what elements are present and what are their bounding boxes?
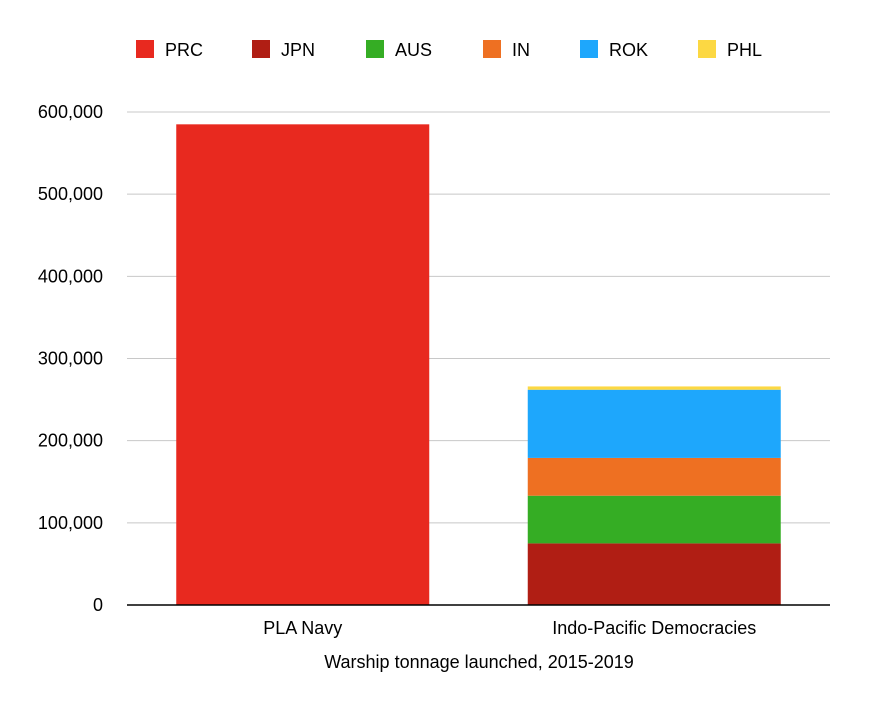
y-tick-label: 600,000	[38, 102, 103, 122]
legend-swatch	[580, 40, 598, 58]
legend-swatch	[483, 40, 501, 58]
x-tick-label: PLA Navy	[263, 618, 342, 638]
y-tick-label: 200,000	[38, 431, 103, 451]
bar-segment-jpn	[527, 543, 781, 605]
legend-swatch	[136, 40, 154, 58]
y-axis-tick-labels: 0 100,000 200,000 300,000 400,000 500,000 600,…	[38, 102, 103, 615]
legend-swatch	[252, 40, 270, 58]
y-tick-label: 300,000	[38, 349, 103, 369]
legend-swatch	[366, 40, 384, 58]
legend-label: IN	[512, 40, 530, 60]
bar-segment-phl	[527, 386, 781, 390]
bar-segment-rok	[527, 389, 781, 458]
bar-segment-in	[527, 457, 781, 496]
y-tick-label: 500,000	[38, 184, 103, 204]
legend: PRC JPN AUS IN ROK PHL	[136, 40, 762, 60]
y-tick-label: 100,000	[38, 513, 103, 533]
legend-swatch	[698, 40, 716, 58]
legend-label: ROK	[609, 40, 648, 60]
bar-segment-aus	[527, 495, 781, 544]
bars	[176, 124, 781, 605]
x-axis-title: Warship tonnage launched, 2015-2019	[324, 652, 634, 672]
x-axis-tick-labels: PLA Navy Indo-Pacific Democracies	[263, 618, 756, 638]
y-tick-label: 400,000	[38, 266, 103, 286]
bar-segment-prc	[176, 124, 430, 605]
y-tick-label: 0	[93, 595, 103, 615]
legend-label: AUS	[395, 40, 432, 60]
x-tick-label: Indo-Pacific Democracies	[552, 618, 756, 638]
legend-label: JPN	[281, 40, 315, 60]
legend-label: PRC	[165, 40, 203, 60]
legend-label: PHL	[727, 40, 762, 60]
